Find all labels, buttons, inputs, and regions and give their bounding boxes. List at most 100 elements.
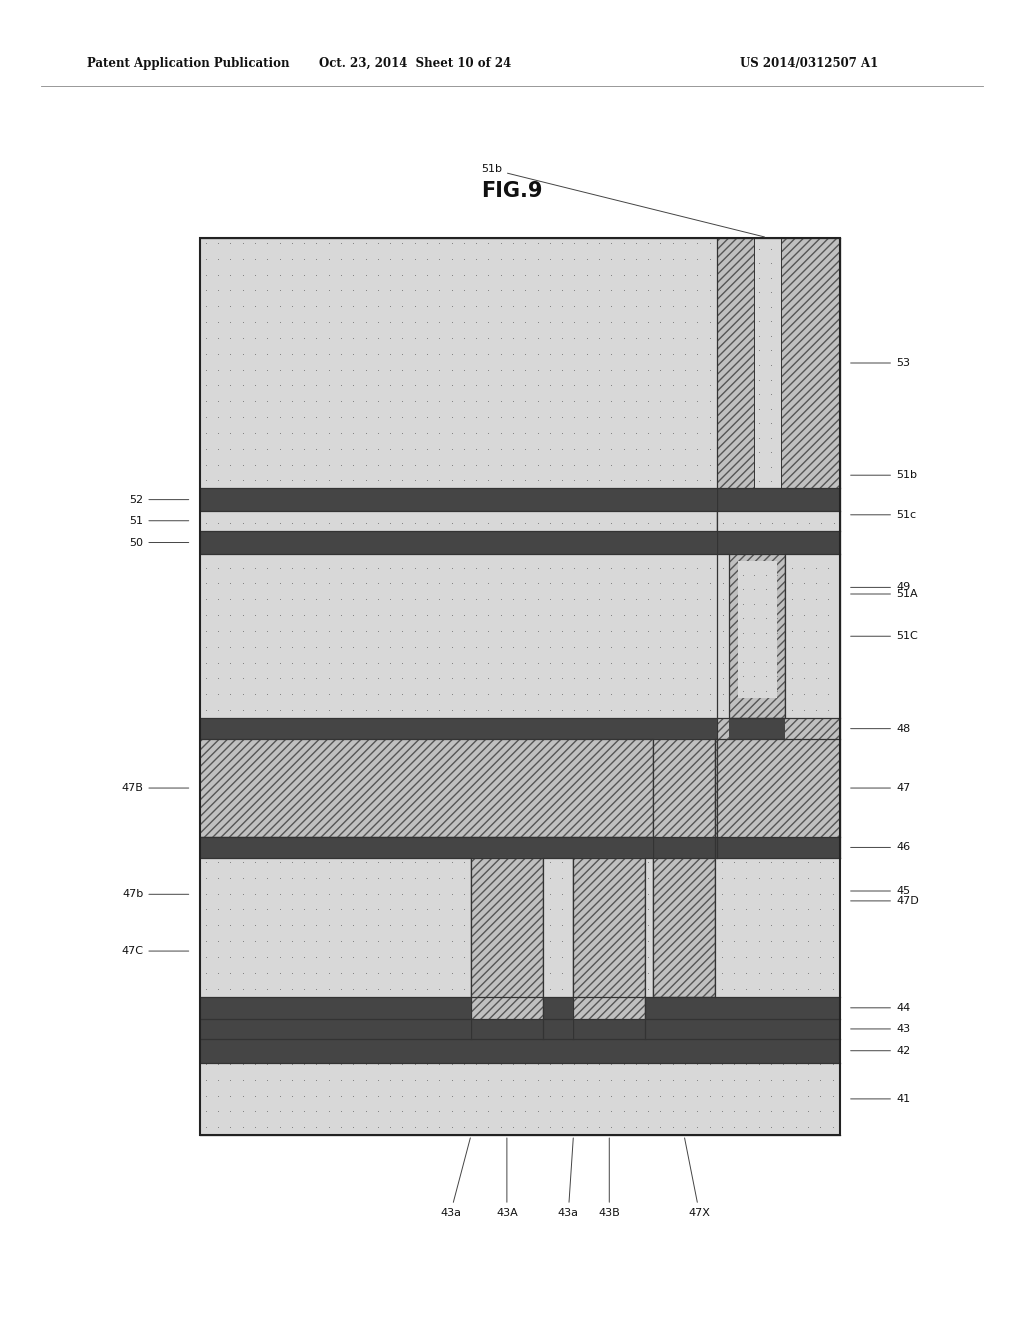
Point: [198, 851, 214, 873]
Point: [769, 607, 785, 628]
Point: [529, 1101, 546, 1122]
Point: [468, 883, 484, 904]
Point: [665, 652, 681, 673]
Point: [751, 399, 768, 420]
Point: [517, 1101, 534, 1122]
Point: [394, 248, 411, 269]
Point: [456, 343, 472, 364]
Point: [554, 931, 570, 952]
Point: [345, 557, 361, 578]
Point: [468, 391, 484, 412]
Point: [628, 359, 644, 380]
Point: [652, 454, 669, 475]
Point: [652, 557, 669, 578]
Point: [198, 264, 214, 285]
Point: [431, 573, 447, 594]
Point: [763, 438, 779, 459]
Point: [259, 438, 275, 459]
Point: [579, 454, 595, 475]
Point: [308, 407, 325, 428]
Point: [701, 407, 718, 428]
Point: [603, 915, 620, 936]
Point: [382, 620, 398, 642]
Point: [505, 700, 521, 721]
Point: [652, 605, 669, 626]
Point: [751, 407, 767, 428]
Point: [222, 946, 239, 968]
Point: [763, 470, 779, 491]
Point: [554, 280, 570, 301]
Point: [505, 620, 521, 642]
Point: [431, 557, 447, 578]
Point: [738, 946, 755, 968]
Point: [769, 593, 785, 614]
Point: [579, 1101, 595, 1122]
Point: [820, 620, 837, 642]
Point: [603, 1117, 620, 1138]
Point: [382, 470, 398, 491]
Point: [775, 343, 792, 364]
Point: [591, 899, 607, 920]
Point: [468, 557, 484, 578]
Point: [603, 573, 620, 594]
Point: [480, 557, 497, 578]
Point: [824, 1117, 841, 1138]
Point: [628, 636, 644, 657]
Point: [333, 343, 349, 364]
Point: [234, 684, 251, 705]
Point: [407, 512, 423, 533]
Point: [665, 264, 681, 285]
Point: [198, 573, 214, 594]
Point: [468, 684, 484, 705]
Text: 43B: 43B: [598, 1138, 621, 1218]
Point: [480, 296, 497, 317]
Point: [456, 280, 472, 301]
Point: [407, 573, 423, 594]
Text: 43a: 43a: [558, 1138, 579, 1218]
Point: [210, 312, 226, 333]
Point: [701, 359, 718, 380]
Point: [677, 343, 693, 364]
Point: [198, 391, 214, 412]
Point: [701, 978, 718, 999]
Point: [468, 470, 484, 491]
Point: [419, 1053, 435, 1074]
Point: [529, 232, 546, 253]
Point: [456, 407, 472, 428]
Point: [407, 557, 423, 578]
Point: [775, 1117, 792, 1138]
Point: [615, 899, 632, 920]
Point: [431, 978, 447, 999]
Point: [714, 312, 730, 333]
Point: [751, 1101, 767, 1122]
Point: [726, 327, 742, 348]
Point: [787, 327, 804, 348]
Point: [762, 296, 778, 317]
Point: [308, 573, 325, 594]
Point: [591, 557, 607, 578]
Point: [382, 620, 398, 642]
Point: [677, 573, 693, 594]
Point: [382, 407, 398, 428]
Point: [284, 232, 300, 253]
Point: [665, 280, 681, 301]
Point: [591, 296, 607, 317]
Point: [419, 962, 435, 983]
Point: [603, 438, 620, 459]
Point: [751, 310, 768, 331]
Point: [234, 264, 251, 285]
Point: [345, 343, 361, 364]
Point: [603, 636, 620, 657]
Point: [357, 438, 374, 459]
Point: [493, 1069, 509, 1090]
Point: [234, 375, 251, 396]
Point: [443, 454, 460, 475]
Point: [591, 359, 607, 380]
Point: [505, 312, 521, 333]
Point: [787, 1117, 804, 1138]
Point: [517, 684, 534, 705]
Point: [333, 652, 349, 673]
Point: [665, 620, 681, 642]
Point: [517, 962, 534, 983]
Point: [640, 359, 656, 380]
